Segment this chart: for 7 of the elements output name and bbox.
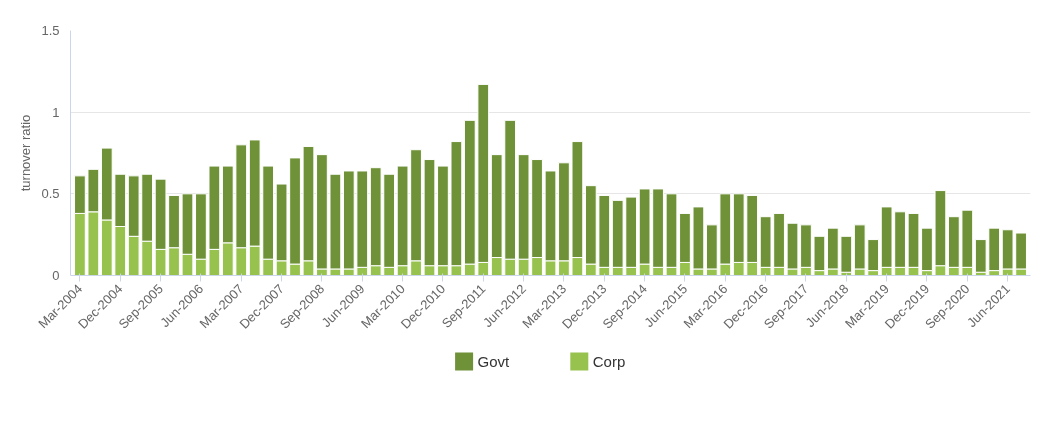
y-tick-label: 1 [52,104,60,120]
legend-label: Corp [592,353,626,370]
legend-label: Govt [477,353,511,370]
y-tick-label: 1.5 [41,23,60,38]
y-tick-label: 0.5 [41,186,60,202]
y-tick-label: 0 [52,268,60,283]
y-axis-title: turnover ratio [18,114,34,192]
